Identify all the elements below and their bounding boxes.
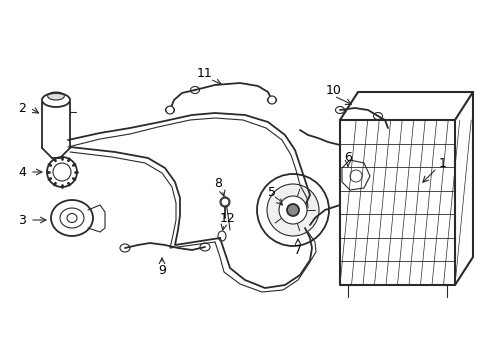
- Circle shape: [165, 106, 174, 114]
- Text: 11: 11: [197, 67, 212, 80]
- Text: 10: 10: [325, 84, 341, 96]
- Circle shape: [286, 204, 298, 216]
- Circle shape: [279, 196, 306, 224]
- Circle shape: [267, 96, 275, 104]
- Text: 9: 9: [158, 264, 165, 276]
- Text: 7: 7: [293, 243, 302, 257]
- Circle shape: [221, 198, 228, 206]
- Text: 1: 1: [438, 157, 446, 170]
- Text: 8: 8: [214, 176, 222, 189]
- Text: 6: 6: [344, 150, 351, 163]
- Circle shape: [266, 184, 318, 236]
- Text: 12: 12: [220, 212, 235, 225]
- Text: 5: 5: [267, 185, 275, 198]
- Text: 2: 2: [18, 102, 26, 114]
- Ellipse shape: [47, 92, 64, 100]
- Text: 3: 3: [18, 213, 26, 226]
- Text: 4: 4: [18, 166, 26, 179]
